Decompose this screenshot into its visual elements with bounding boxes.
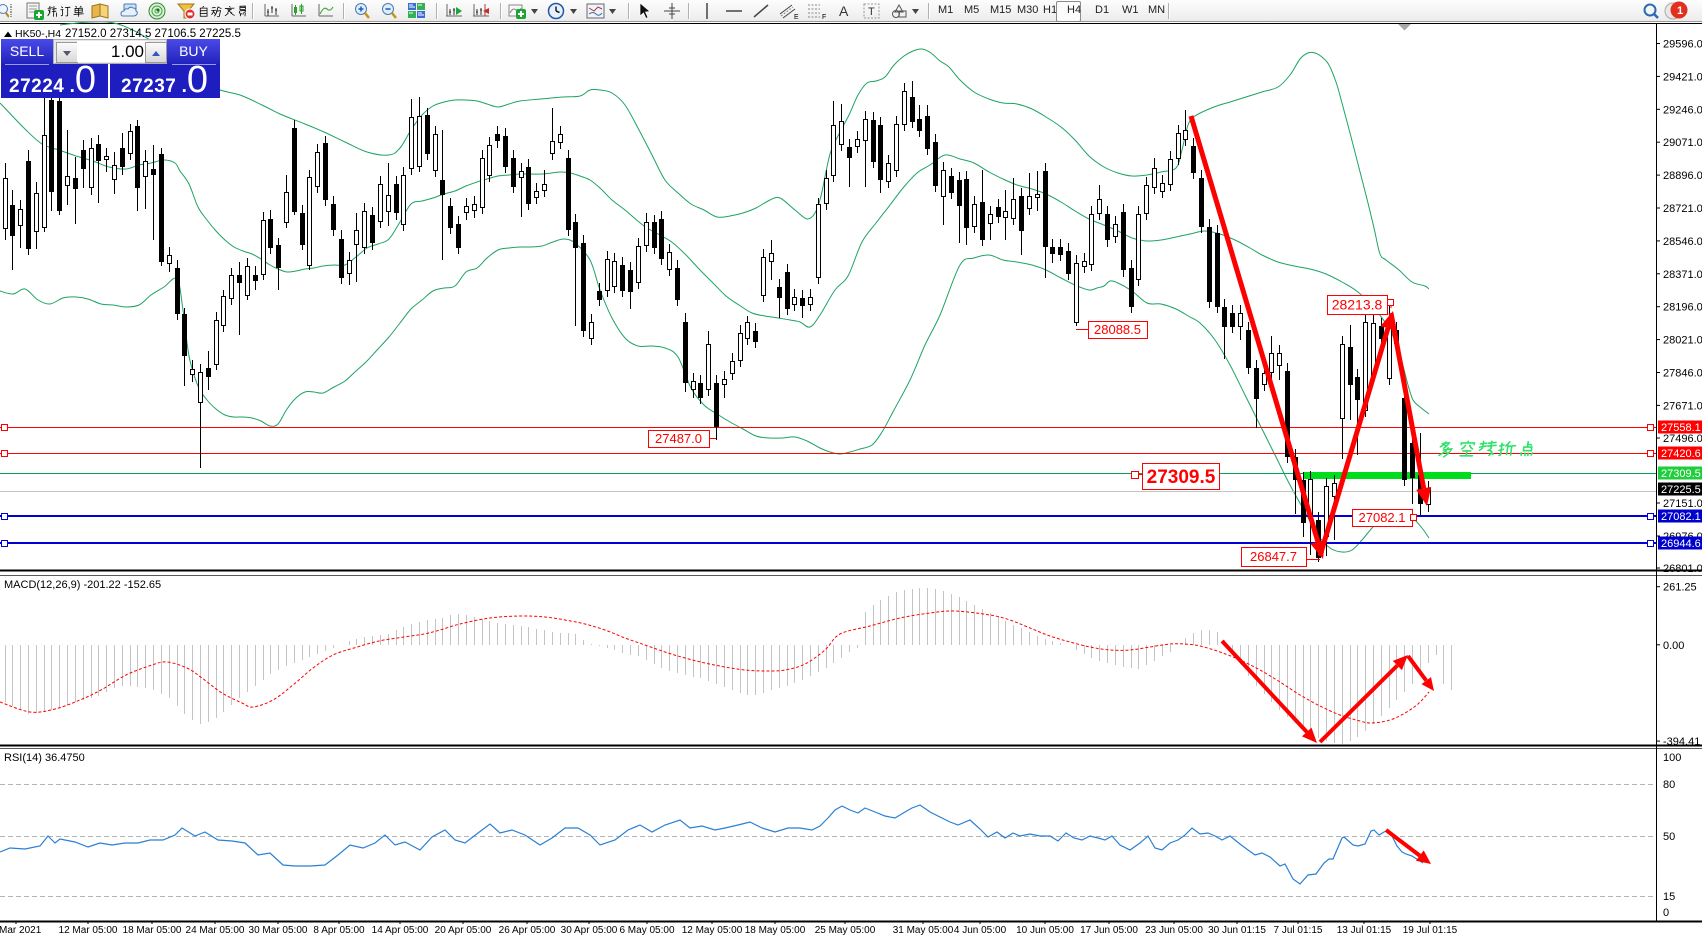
svg-text:18 Mar 05:00: 18 Mar 05:00 <box>123 925 182 936</box>
svg-text:30 Mar 05:00: 30 Mar 05:00 <box>249 925 308 936</box>
svg-text:27420.6: 27420.6 <box>1661 448 1701 460</box>
svg-text:F: F <box>822 14 826 20</box>
svg-text:27671.0: 27671.0 <box>1663 400 1702 412</box>
svg-text:30 Apr 05:00: 30 Apr 05:00 <box>561 925 618 936</box>
svg-text:27309.5: 27309.5 <box>1661 468 1701 480</box>
svg-text:RSI(14) 36.4750: RSI(14) 36.4750 <box>4 752 85 764</box>
svg-text:27082.1: 27082.1 <box>1661 511 1701 523</box>
svg-text:24 Mar 05:00: 24 Mar 05:00 <box>186 925 245 936</box>
svg-text:27225.5: 27225.5 <box>1661 484 1701 496</box>
svg-text:27558.1: 27558.1 <box>1661 422 1701 434</box>
svg-text:12 Mar 05:00: 12 Mar 05:00 <box>59 925 118 936</box>
svg-text:10 Jun 05:00: 10 Jun 05:00 <box>1016 925 1074 936</box>
svg-text:31 May 05:00: 31 May 05:00 <box>893 925 954 936</box>
svg-text:28721.0: 28721.0 <box>1663 203 1702 215</box>
svg-text:17 Jun 05:00: 17 Jun 05:00 <box>1080 925 1138 936</box>
svg-text:27082.1: 27082.1 <box>1359 510 1406 525</box>
svg-text:23 Jun 05:00: 23 Jun 05:00 <box>1145 925 1203 936</box>
svg-text:0: 0 <box>1663 907 1669 919</box>
svg-text:25 May 05:00: 25 May 05:00 <box>815 925 876 936</box>
svg-text:100: 100 <box>1663 752 1681 764</box>
svg-text:28213.8: 28213.8 <box>1332 297 1383 313</box>
svg-text:28546.0: 28546.0 <box>1663 236 1702 248</box>
svg-text:28371.0: 28371.0 <box>1663 269 1702 281</box>
svg-text:15: 15 <box>1663 891 1675 903</box>
svg-text:50: 50 <box>1663 831 1675 843</box>
svg-text:27152.0 27314.5 27106.5 27225.: 27152.0 27314.5 27106.5 27225.5 <box>65 28 241 40</box>
svg-text:28088.5: 28088.5 <box>1094 322 1141 337</box>
svg-text:19 Jul 01:15: 19 Jul 01:15 <box>1403 925 1458 936</box>
svg-text:28021.0: 28021.0 <box>1663 335 1702 347</box>
svg-text:29596.0: 29596.0 <box>1663 39 1702 51</box>
svg-text:1: 1 <box>1677 5 1683 17</box>
svg-text:13 Jul 01:15: 13 Jul 01:15 <box>1337 925 1392 936</box>
svg-text:14 Apr 05:00: 14 Apr 05:00 <box>372 925 429 936</box>
svg-text:27487.0: 27487.0 <box>655 431 702 446</box>
svg-text:-394.41: -394.41 <box>1663 736 1700 748</box>
svg-text:261.25: 261.25 <box>1663 582 1697 594</box>
svg-text:28196.0: 28196.0 <box>1663 302 1702 314</box>
svg-text:18 May 05:00: 18 May 05:00 <box>745 925 806 936</box>
svg-text:7 Jul 01:15: 7 Jul 01:15 <box>1274 925 1323 936</box>
svg-text:HK50-,H4: HK50-,H4 <box>15 28 61 40</box>
svg-text:26801.0: 26801.0 <box>1663 563 1702 575</box>
svg-text:6 May 05:00: 6 May 05:00 <box>619 925 674 936</box>
svg-text:29246.0: 29246.0 <box>1663 104 1702 116</box>
svg-text:MACD(12,26,9) -201.22 -152.65: MACD(12,26,9) -201.22 -152.65 <box>4 579 161 591</box>
svg-text:30 Jun 01:15: 30 Jun 01:15 <box>1208 925 1266 936</box>
svg-text:8 Apr 05:00: 8 Apr 05:00 <box>313 925 365 936</box>
svg-text:27309.5: 27309.5 <box>1147 467 1216 488</box>
svg-text:28896.0: 28896.0 <box>1663 170 1702 182</box>
svg-text:27496.0: 27496.0 <box>1663 433 1702 445</box>
svg-text:0.00: 0.00 <box>1663 640 1684 652</box>
svg-text:A: A <box>839 3 849 19</box>
svg-text:4 Jun 05:00: 4 Jun 05:00 <box>954 925 1007 936</box>
svg-text:5 Mar 2021: 5 Mar 2021 <box>0 925 42 936</box>
svg-text:29071.0: 29071.0 <box>1663 137 1702 149</box>
svg-text:12 May 05:00: 12 May 05:00 <box>682 925 743 936</box>
svg-text:26847.7: 26847.7 <box>1250 549 1297 564</box>
svg-text:27846.0: 27846.0 <box>1663 368 1702 380</box>
svg-text:E: E <box>794 14 799 20</box>
svg-text:26944.6: 26944.6 <box>1661 538 1701 550</box>
svg-text:80: 80 <box>1663 779 1675 791</box>
svg-text:26 Apr 05:00: 26 Apr 05:00 <box>499 925 556 936</box>
svg-text:20 Apr 05:00: 20 Apr 05:00 <box>435 925 492 936</box>
svg-text:T: T <box>868 6 875 18</box>
svg-text:27151.0: 27151.0 <box>1663 498 1702 510</box>
svg-text:29421.0: 29421.0 <box>1663 71 1702 83</box>
